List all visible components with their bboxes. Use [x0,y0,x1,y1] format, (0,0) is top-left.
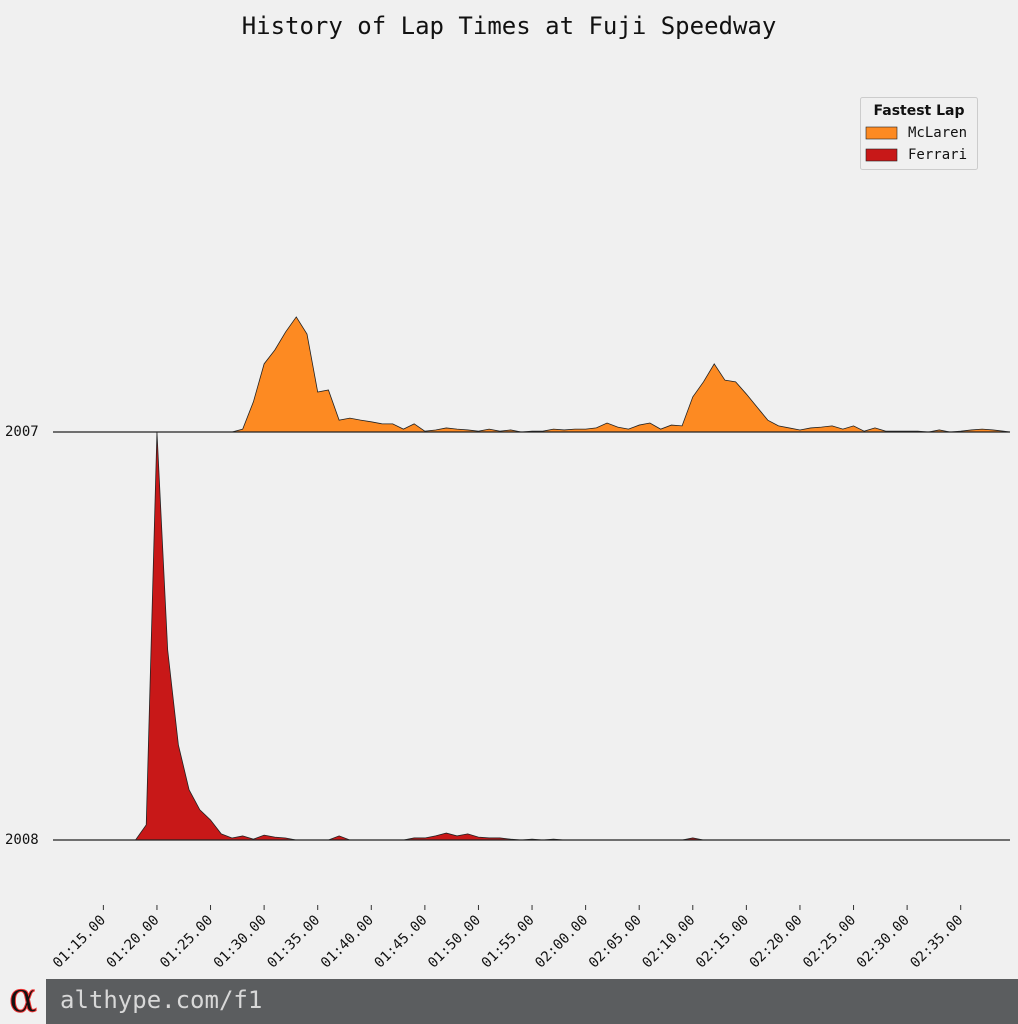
x-tick-label: 01:45.00 [372,912,431,971]
x-tick-label: 01:40.00 [318,912,377,971]
logo-bg [0,979,46,1024]
x-tick-label: 02:05.00 [586,912,645,971]
legend-label: Ferrari [908,147,967,163]
x-tick-label: 02:10.00 [639,912,698,971]
footer-bar [0,979,1018,1024]
ridge-label: 2008 [5,832,39,848]
legend-swatch [865,126,898,140]
footer-url[interactable]: althype.com/f1 [60,986,262,1014]
x-tick-label: 02:25.00 [800,912,859,971]
ridge-area [53,431,1010,841]
ridge-area [53,316,1011,433]
x-tick-label: 01:50.00 [425,912,484,971]
legend-title: Fastest Lap [874,103,965,119]
plot: 01:15.0001:20.0001:25.0001:30.0001:35.00… [5,316,1011,971]
x-tick-label: 01:25.00 [157,912,216,971]
x-tick-label: 02:30.00 [854,912,913,971]
x-tick-label: 02:35.00 [907,912,966,971]
logo: α [9,973,37,1022]
x-tick-label: 01:20.00 [104,912,163,971]
x-tick-label: 02:20.00 [747,912,806,971]
x-tick-label: 01:15.00 [50,912,109,971]
chart-title: History of Lap Times at Fuji Speedway [242,12,777,40]
legend-label: McLaren [908,125,967,141]
x-tick-label: 01:30.00 [211,912,270,971]
x-tick-label: 02:00.00 [532,912,591,971]
x-tick-label: 01:35.00 [264,912,323,971]
x-tick-label: 02:15.00 [693,912,752,971]
ridge-label: 2007 [5,424,39,440]
x-tick-label: 01:55.00 [479,912,538,971]
legend-swatch [865,148,898,162]
